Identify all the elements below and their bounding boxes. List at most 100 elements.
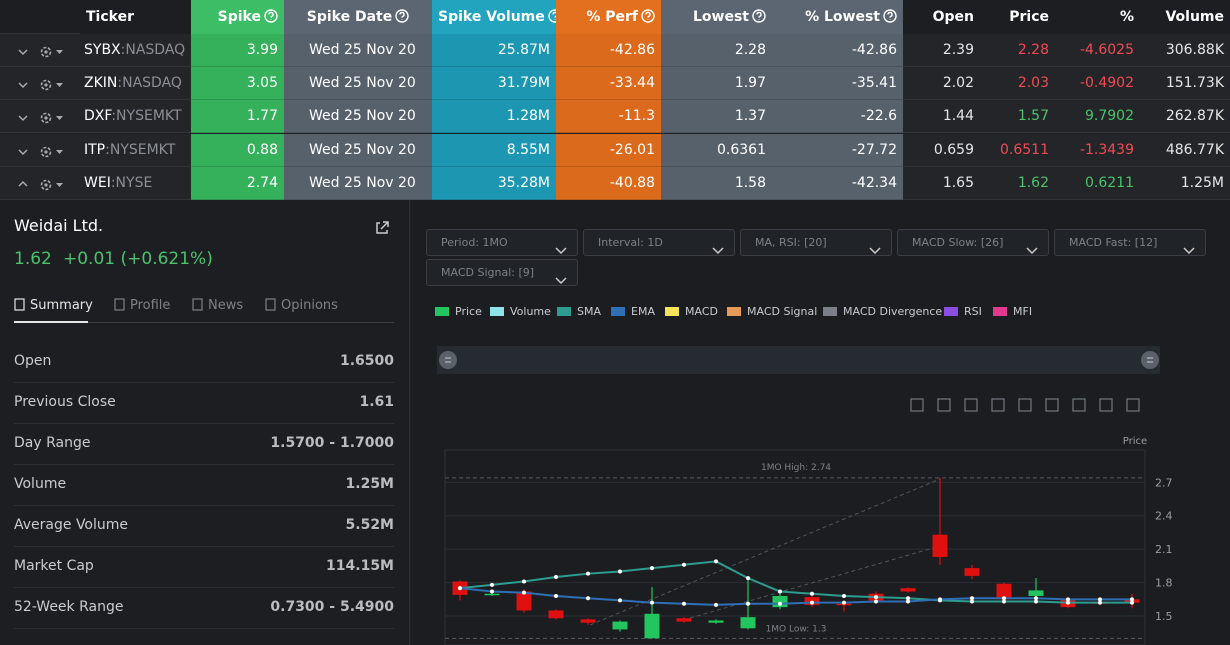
expand-button bbox=[16, 177, 30, 191]
legend-swatch bbox=[944, 307, 958, 316]
table-cell: 2.28 bbox=[661, 34, 772, 67]
dropdown-arrow bbox=[869, 239, 881, 255]
column-header[interactable]: Volume bbox=[1140, 0, 1230, 34]
legend-item[interactable]: MFI bbox=[993, 305, 1032, 319]
table-cell: Wed 25 Nov 20 bbox=[284, 34, 432, 67]
table-cell: Wed 25 Nov 20 bbox=[284, 67, 432, 101]
header-text: Ticker bbox=[86, 9, 134, 25]
help-ring bbox=[752, 9, 766, 23]
icon-svg bbox=[1072, 398, 1086, 412]
table-cell: 1.37 bbox=[661, 100, 772, 134]
tab-glyph bbox=[265, 298, 276, 311]
legend-item[interactable]: Price bbox=[435, 305, 482, 319]
tab-label: Profile bbox=[130, 298, 171, 313]
table-cell: 306.88K bbox=[1140, 34, 1230, 67]
ticker-cell[interactable]: DXF:NYSEMKT bbox=[80, 100, 191, 134]
tab-rule bbox=[14, 322, 394, 323]
legend-label: MACD bbox=[685, 305, 718, 318]
legend-label: Volume bbox=[510, 305, 551, 318]
help-mark bbox=[552, 11, 558, 20]
stat-separator bbox=[14, 505, 394, 506]
column-header[interactable]: % Perf bbox=[556, 0, 661, 34]
table-cell: 1.77 bbox=[191, 100, 284, 134]
legend-item[interactable]: EMA bbox=[611, 305, 655, 319]
table-cell: 0.659 bbox=[903, 133, 980, 167]
table-cell: 1.57 bbox=[980, 100, 1055, 134]
legend-item[interactable]: MACD Signal bbox=[727, 305, 817, 319]
help-icon bbox=[264, 2, 278, 23]
chevron bbox=[712, 247, 724, 255]
legend-item[interactable]: SMA bbox=[557, 305, 601, 319]
tab-icon bbox=[14, 298, 26, 311]
table-cell: -27.72 bbox=[772, 133, 903, 167]
column-header[interactable]: Open bbox=[903, 0, 980, 34]
handle-grip bbox=[445, 357, 451, 363]
dropdown[interactable]: MACD Fast: [12] bbox=[1054, 229, 1206, 256]
column-header[interactable]: % Lowest bbox=[772, 0, 903, 34]
slider-handle bbox=[1140, 350, 1160, 370]
help-icon bbox=[641, 2, 655, 23]
table-cell: 31.79M bbox=[432, 67, 556, 101]
column-header[interactable]: Ticker bbox=[80, 0, 191, 34]
header-text: Spike Date bbox=[306, 9, 393, 25]
gear bbox=[40, 79, 52, 91]
table-cell: Wed 25 Nov 20 bbox=[284, 100, 432, 134]
ticker-cell[interactable]: ITP:NYSEMKT bbox=[80, 133, 191, 167]
chevron bbox=[18, 49, 28, 56]
tab[interactable]: Summary bbox=[14, 296, 93, 313]
icon-svg bbox=[14, 298, 25, 311]
stat-value: 0.7300 - 5.4900 bbox=[270, 599, 394, 615]
dropdown[interactable]: MACD Signal: [9] bbox=[426, 259, 578, 286]
table-cell: 9.7902 bbox=[1055, 100, 1140, 134]
icon-svg bbox=[1183, 247, 1195, 255]
legend-item[interactable]: Volume bbox=[490, 305, 551, 319]
icon-svg bbox=[555, 277, 567, 285]
icon-svg bbox=[869, 247, 881, 255]
legend-item[interactable]: RSI bbox=[944, 305, 982, 319]
column-header[interactable]: Lowest bbox=[661, 0, 772, 34]
tool-glyph bbox=[1018, 398, 1032, 412]
stat-value: 1.25M bbox=[345, 476, 394, 492]
tab[interactable]: Opinions bbox=[265, 296, 338, 313]
column-header[interactable]: Spike bbox=[191, 0, 284, 34]
table-cell: 262.87K bbox=[1140, 100, 1230, 134]
column-header[interactable]: Price bbox=[980, 0, 1055, 34]
legend-swatch bbox=[727, 307, 741, 316]
expand-button bbox=[16, 110, 30, 124]
ticker-cell[interactable]: SYBX:NASDAQ bbox=[80, 34, 191, 67]
ticker-cell[interactable]: ZKIN:NASDAQ bbox=[80, 67, 191, 101]
ticker-cell[interactable]: WEI:NYSE bbox=[80, 166, 191, 200]
table-cell: 0.88 bbox=[191, 133, 284, 167]
icon-svg bbox=[883, 9, 897, 23]
dropdown[interactable]: Interval: 1D bbox=[583, 229, 735, 256]
gear bbox=[40, 46, 52, 58]
icon-svg bbox=[114, 298, 125, 311]
ticker-symbol: DXF bbox=[84, 108, 112, 125]
table-cell: -22.6 bbox=[772, 100, 903, 134]
toolbar-button bbox=[1098, 397, 1114, 413]
legend-item[interactable]: MACD Divergence bbox=[823, 305, 942, 319]
help-mark bbox=[399, 11, 405, 20]
tab[interactable]: News bbox=[192, 296, 243, 313]
external-link bbox=[376, 221, 389, 234]
tab-glyph bbox=[192, 298, 203, 311]
column-header[interactable]: Spike Date bbox=[284, 0, 432, 34]
tab-active-underline bbox=[14, 321, 88, 323]
tab[interactable]: Profile bbox=[114, 296, 170, 313]
toolbar-button bbox=[936, 397, 952, 413]
legend-item[interactable]: MACD bbox=[665, 305, 718, 319]
chevron bbox=[555, 247, 567, 255]
row-bg bbox=[0, 67, 80, 101]
icon-svg bbox=[712, 247, 724, 255]
last-price: 1.62 bbox=[14, 249, 52, 269]
icon-svg bbox=[264, 9, 278, 23]
column-header[interactable]: Spike Volume bbox=[432, 0, 562, 34]
legend-label: MACD Signal bbox=[747, 305, 818, 318]
dropdown[interactable]: MACD Slow: [26] bbox=[897, 229, 1049, 256]
gear-hub bbox=[44, 116, 48, 120]
dropdown[interactable]: Period: 1MO bbox=[426, 229, 578, 256]
icon-svg bbox=[991, 398, 1005, 412]
column-header[interactable]: % bbox=[1055, 0, 1140, 34]
dropdown[interactable]: MA, RSI: [20] bbox=[740, 229, 892, 256]
